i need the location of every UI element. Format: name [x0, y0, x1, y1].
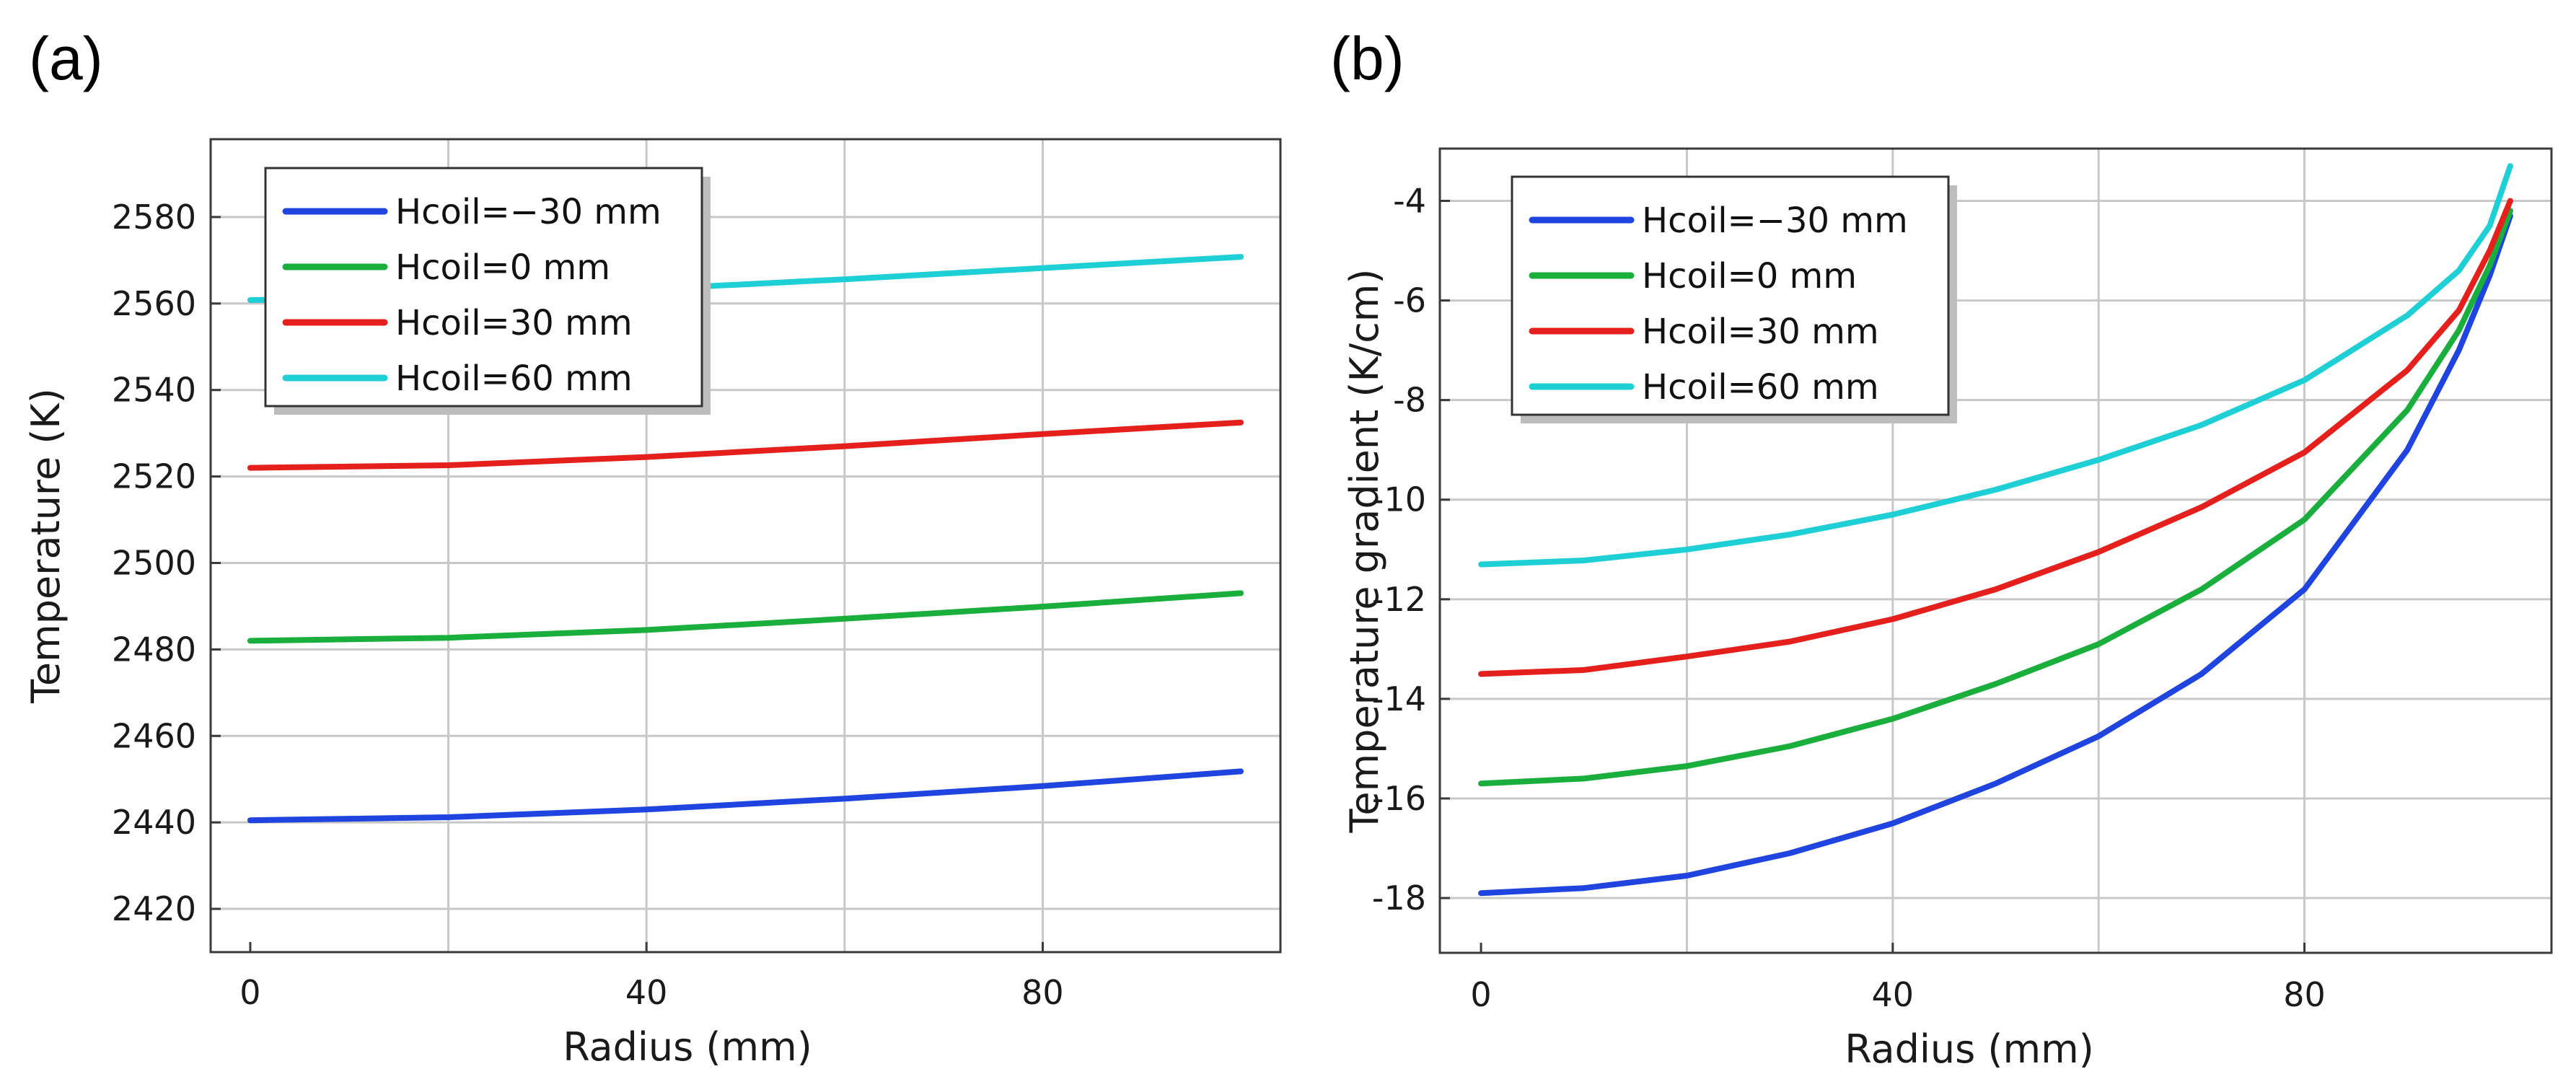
plot-frame: [1438, 147, 2553, 954]
panel-label: (b): [1330, 25, 1405, 92]
x-tick-label: 80: [1021, 973, 1064, 1012]
panel-b: (b) 0 40 80 -18 -16 -14 -12 -10 -8 -6 -4 Radius (mm)…: [1330, 25, 2553, 1072]
y-tick-label: -14: [1372, 679, 1426, 718]
legend-label-1: Hcoil=−30 mm: [1642, 201, 1908, 241]
series-line-3: [1478, 198, 2513, 677]
y-tick-label: -12: [1372, 580, 1426, 619]
y-tick-label: -4: [1393, 181, 1426, 220]
y-tick-label: -18: [1372, 879, 1426, 917]
y-tick-label: 2580: [112, 198, 196, 237]
x-tick-label: 80: [2283, 975, 2326, 1014]
series-line-1: [247, 768, 1244, 824]
legend: Hcoil=−30 mm Hcoil=0 mm Hcoil=30 mm Hcoil=6…: [264, 167, 711, 415]
y-tick-label: -6: [1393, 281, 1426, 320]
y-tick-label: 2480: [112, 630, 196, 669]
legend: Hcoil=−30 mm Hcoil=0 mm Hcoil=30 mm Hcoil=6…: [1511, 175, 1957, 423]
panel-a: (a) 0 40 80 2420 2440 2460 2480 2500 2520 2540 2560…: [23, 25, 1282, 1070]
legend-label-2: Hcoil=0 mm: [395, 247, 610, 288]
y-tick-label: -10: [1372, 480, 1426, 519]
y-tick-label: -16: [1372, 779, 1426, 818]
panel-label: (a): [29, 25, 103, 92]
y-tick-label: 2440: [112, 803, 196, 842]
legend-label-4: Hcoil=60 mm: [395, 358, 633, 399]
y-tick-label: 2560: [112, 284, 196, 323]
legend-box: [264, 167, 703, 408]
legend-label-1: Hcoil=−30 mm: [395, 192, 661, 232]
series-line-4: [1478, 163, 2513, 568]
y-tick-label: 2420: [112, 889, 196, 928]
x-tick-label: 40: [625, 973, 668, 1012]
plot-frame: [209, 138, 1282, 954]
y-tick-label: 2540: [112, 371, 196, 410]
legend-label-4: Hcoil=60 mm: [1642, 367, 1879, 408]
x-tick-label: 0: [239, 973, 260, 1012]
x-tick-label: 0: [1470, 975, 1491, 1014]
legend-label-3: Hcoil=30 mm: [395, 303, 633, 343]
legend-box: [1511, 175, 1950, 416]
y-tick-label: -8: [1393, 381, 1426, 420]
series-line-3: [247, 419, 1244, 471]
series-line-2: [247, 590, 1244, 644]
y-tick-label: 2500: [112, 543, 196, 582]
legend-label-2: Hcoil=0 mm: [1642, 256, 1857, 296]
series-line-2: [1478, 208, 2513, 787]
y-axis-label: Temperature gradient (K/cm): [1342, 269, 1387, 834]
x-axis-label: Radius (mm): [563, 1024, 812, 1070]
x-axis-label: Radius (mm): [1845, 1026, 2094, 1072]
series-line-1: [1478, 213, 2513, 897]
y-tick-label: 2520: [112, 457, 196, 496]
x-tick-label: 40: [1872, 975, 1915, 1014]
y-axis-label: Temperature (K): [23, 388, 69, 704]
y-tick-label: 2460: [112, 716, 196, 755]
legend-label-3: Hcoil=30 mm: [1642, 312, 1879, 352]
